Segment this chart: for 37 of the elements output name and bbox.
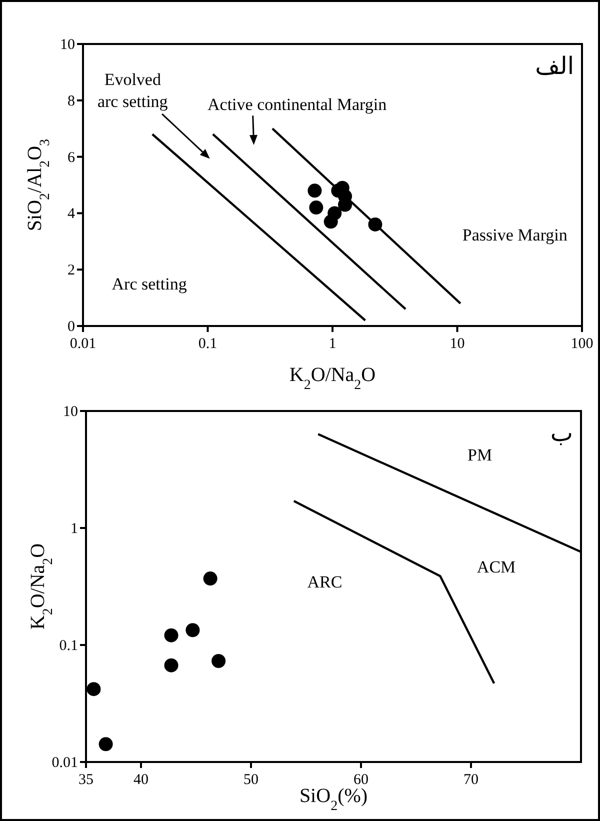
x-axis-title: K$_{2}$O/Na$_{2}$O (289, 364, 376, 392)
point (98, 737, 113, 752)
y-tick-label: 0 (68, 319, 75, 335)
annotation: Evolved arc setting (97, 70, 168, 111)
y-tick-label: 2 (68, 262, 75, 279)
point (164, 658, 178, 672)
y-tick-label: 10 (60, 37, 75, 53)
annotation: ARC (307, 572, 342, 592)
x-tick-label: 40 (134, 772, 148, 788)
point (186, 623, 200, 638)
annotation: ACM (476, 557, 516, 576)
annotation: Arc setting (112, 274, 188, 294)
y-tick-label: 8 (68, 93, 75, 110)
y-tick-label: 4 (68, 206, 76, 222)
x-tick-label: 1 (328, 336, 336, 352)
annotation: Active continental Margin (208, 94, 388, 114)
chart-title: الف (535, 52, 574, 80)
point (164, 628, 178, 642)
point (212, 654, 226, 668)
y-tick-label: 10 (63, 404, 78, 420)
y-tick-label: 6 (68, 150, 76, 166)
y-tick-label: 0.01 (52, 755, 78, 771)
y-tick-label: 0.1 (59, 638, 78, 654)
x-tick-label: 50 (244, 772, 258, 788)
point (203, 572, 218, 586)
point (86, 682, 101, 696)
annotation: PM (468, 445, 492, 464)
x-tick-label: 100 (570, 336, 594, 352)
chart-title: ب (550, 419, 573, 447)
x-tick-label: 0.1 (198, 336, 218, 352)
x-tick-label: 10 (450, 336, 465, 352)
x-tick-label: 70 (464, 772, 478, 788)
x-tick-label: 60 (354, 772, 368, 788)
y-tick-label: 1 (70, 521, 78, 537)
x-axis-title: SiO$_{2}$(%) (299, 785, 368, 814)
x-tick-label: 35 (78, 772, 94, 788)
annotation: Passive Margin (462, 226, 568, 245)
